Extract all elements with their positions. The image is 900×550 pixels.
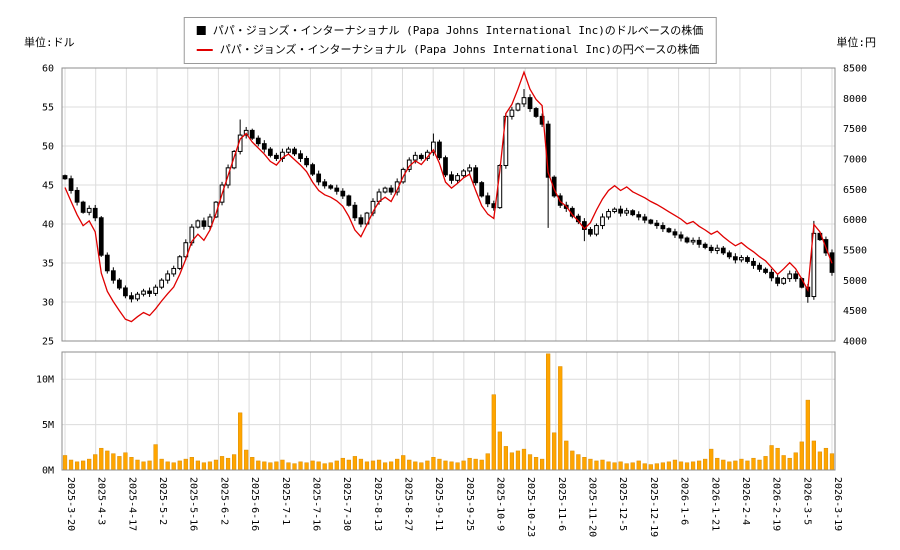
left-axis-tick: 40 — [42, 220, 54, 231]
x-axis-date-label: 2026-2-4 — [740, 477, 751, 525]
usd-series-marker-icon — [196, 26, 206, 36]
x-axis-date-label: 2025-5-16 — [188, 477, 199, 531]
x-axis-date-label: 2025-12-5 — [617, 477, 628, 531]
x-axis-date-label: 2025-4-17 — [126, 477, 137, 531]
x-axis-date-label: 2025-9-11 — [433, 477, 444, 531]
x-axis-date-label: 2025-6-2 — [218, 477, 229, 525]
right-axis-tick: 4500 — [843, 306, 867, 317]
right-axis-unit-label: 単位:円 — [836, 36, 876, 49]
legend-item-usd: パパ・ジョンズ・インターナショナル (Papa Johns Internatio… — [196, 23, 704, 39]
x-axis-date-label: 2026-2-19 — [771, 477, 782, 531]
legend-label-usd: パパ・ジョンズ・インターナショナル (Papa Johns Internatio… — [212, 24, 704, 37]
left-axis-tick: 55 — [42, 103, 54, 114]
x-axis-date-label: 2025-3-20 — [65, 477, 76, 531]
x-axis-date-label: 2025-11-20 — [587, 477, 598, 537]
right-axis-tick: 7000 — [843, 155, 867, 166]
left-axis-tick: 45 — [42, 181, 54, 192]
left-axis-tick: 25 — [42, 337, 54, 348]
legend-item-jpy: パパ・ジョンズ・インターナショナル (Papa Johns Internatio… — [196, 42, 704, 58]
left-axis-unit-label: 単位:ドル — [24, 36, 75, 49]
volume-axis-tick: 5M — [42, 420, 54, 431]
right-axis-tick: 8500 — [843, 64, 867, 75]
right-axis-tick: 8000 — [843, 94, 867, 105]
x-axis-date-label: 2025-11-6 — [556, 477, 567, 531]
grid-layer — [62, 67, 835, 471]
data-layer — [62, 70, 835, 471]
right-axis-tick: 5500 — [843, 246, 867, 257]
left-axis-tick: 35 — [42, 259, 54, 270]
x-axis-date-label: 2025-6-16 — [249, 477, 260, 531]
x-axis-date-label: 2025-12-19 — [648, 477, 659, 537]
left-axis-tick: 50 — [42, 142, 54, 153]
left-axis-tick: 60 — [42, 64, 54, 75]
right-axis-tick: 7500 — [843, 124, 867, 135]
x-axis-date-label: 2025-8-13 — [372, 477, 383, 531]
right-axis-tick: 5000 — [843, 276, 867, 287]
chart-legend: パパ・ジョンズ・インターナショナル (Papa Johns Internatio… — [183, 17, 717, 64]
volume-axis-tick: 10M — [36, 375, 54, 386]
left-axis-tick: 30 — [42, 298, 54, 309]
legend-label-jpy: パパ・ジョンズ・インターナショナル (Papa Johns Internatio… — [219, 42, 700, 56]
x-axis-date-label: 2026-1-21 — [709, 477, 720, 531]
right-axis-tick: 6000 — [843, 215, 867, 226]
axes-layer — [61, 67, 836, 471]
x-axis-date-label: 2025-9-25 — [464, 477, 475, 531]
x-axis-date-label: 2025-5-2 — [157, 477, 168, 525]
x-axis-date-label: 2026-3-5 — [801, 477, 812, 525]
x-axis-date-label: 2026-1-6 — [679, 477, 690, 525]
x-axis-date-label: 2025-7-16 — [310, 477, 321, 531]
right-axis-tick: 4000 — [843, 337, 867, 348]
x-axis-date-label: 2026-3-19 — [832, 477, 843, 531]
x-axis-date-label: 2025-8-27 — [402, 477, 413, 531]
volume-axis-tick: 0M — [42, 466, 54, 477]
jpy-series-marker-icon — [196, 48, 213, 51]
x-axis-date-label: 2025-10-9 — [495, 477, 506, 531]
x-axis-date-label: 2025-7-30 — [341, 477, 352, 531]
right-axis-tick: 6500 — [843, 185, 867, 196]
x-axis-date-label: 2025-4-3 — [96, 477, 107, 525]
x-axis-date-label: 2025-10-23 — [525, 477, 536, 537]
x-axis-date-label: 2025-7-1 — [280, 477, 291, 525]
